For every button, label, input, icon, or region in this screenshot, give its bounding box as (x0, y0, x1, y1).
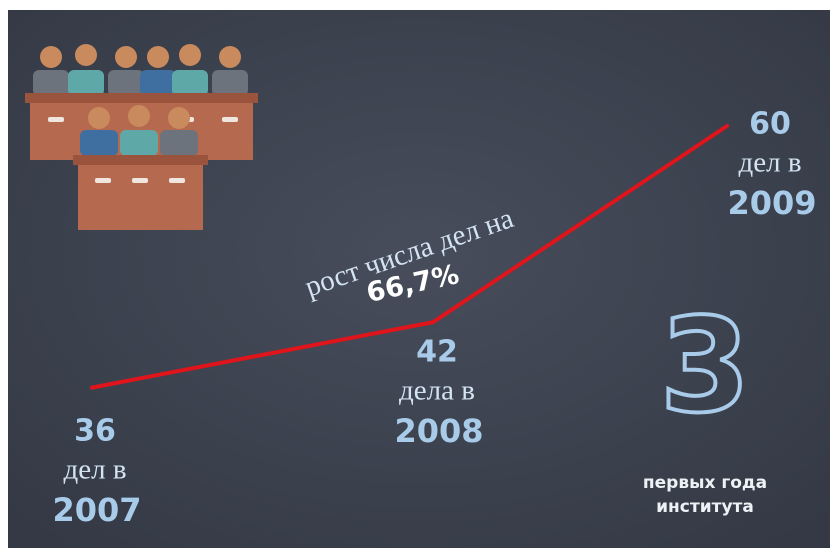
year-label: 2007 (52, 491, 141, 529)
badge-line: первых года (643, 473, 767, 493)
value-label: 36 (74, 414, 116, 449)
unit-label: дел в (738, 147, 801, 179)
badge-line: института (656, 497, 754, 517)
value-label: 42 (416, 335, 458, 370)
unit-label: дел в (63, 454, 126, 486)
year-label: 2009 (727, 184, 816, 222)
value-label: 60 (749, 107, 791, 142)
growth-line (90, 124, 729, 390)
jury-icon (25, 44, 258, 230)
badge-number: 3 (660, 290, 750, 442)
unit-label: дела в (399, 375, 475, 407)
year-label: 2008 (394, 412, 483, 450)
